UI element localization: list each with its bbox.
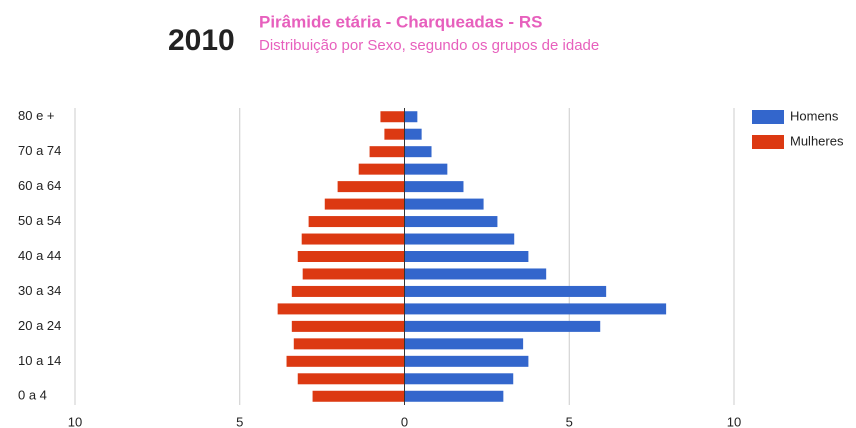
- y-tick-label: 20 a 24: [18, 318, 61, 333]
- bar: [404, 390, 504, 402]
- chart-subtitle: Distribuição por Sexo, segundo os grupos…: [259, 37, 599, 54]
- bar: [277, 303, 405, 315]
- bar: [297, 373, 405, 385]
- y-tick-label: 80 e +: [18, 108, 55, 123]
- bar: [324, 198, 405, 210]
- bar: [404, 146, 432, 158]
- bar: [384, 128, 405, 140]
- bar: [404, 251, 529, 262]
- bar: [380, 111, 405, 123]
- bar: [404, 181, 464, 193]
- bar: [302, 268, 405, 280]
- legend-swatch: [752, 110, 784, 124]
- y-tick-label: 60 a 64: [18, 178, 61, 193]
- y-tick-label: 70 a 74: [18, 143, 61, 158]
- x-tick-label: 0: [401, 414, 408, 428]
- bar: [404, 303, 667, 315]
- bar: [291, 285, 405, 297]
- chart-year: 2010: [168, 24, 235, 57]
- bar: [293, 338, 405, 350]
- y-tick-label: 0 a 4: [18, 388, 47, 403]
- legend-swatch: [752, 135, 784, 149]
- y-tick-label: 40 a 44: [18, 248, 61, 263]
- bar: [286, 355, 405, 367]
- bar: [404, 320, 601, 332]
- bar: [404, 163, 448, 175]
- chart-title: Pirâmide etária - Charqueadas - RS: [259, 12, 542, 31]
- bar: [404, 111, 418, 123]
- bar: [404, 198, 484, 210]
- bar: [404, 338, 524, 350]
- x-tick-label: 5: [236, 414, 243, 428]
- bar: [337, 181, 405, 193]
- bar: [404, 285, 607, 297]
- bar: [404, 373, 514, 385]
- bar: [308, 216, 405, 228]
- bar: [404, 128, 422, 140]
- y-tick-label: 10 a 14: [18, 353, 61, 368]
- bar: [404, 268, 547, 280]
- bar: [369, 146, 405, 158]
- bar: [404, 233, 515, 245]
- bar: [301, 233, 405, 245]
- x-tick-label: 5: [566, 414, 573, 428]
- bar: [404, 216, 498, 228]
- bar: [312, 390, 405, 402]
- bar: [297, 251, 405, 262]
- x-tick-label: 10: [727, 414, 741, 428]
- y-tick-label: 50 a 54: [18, 213, 61, 228]
- x-tick-label: 10: [68, 414, 82, 428]
- legend-label: Mulheres: [790, 133, 844, 148]
- y-tick-label: 30 a 34: [18, 283, 61, 298]
- legend-label: Homens: [790, 108, 839, 123]
- bar: [291, 320, 405, 332]
- bar: [404, 355, 529, 367]
- bar: [358, 163, 405, 175]
